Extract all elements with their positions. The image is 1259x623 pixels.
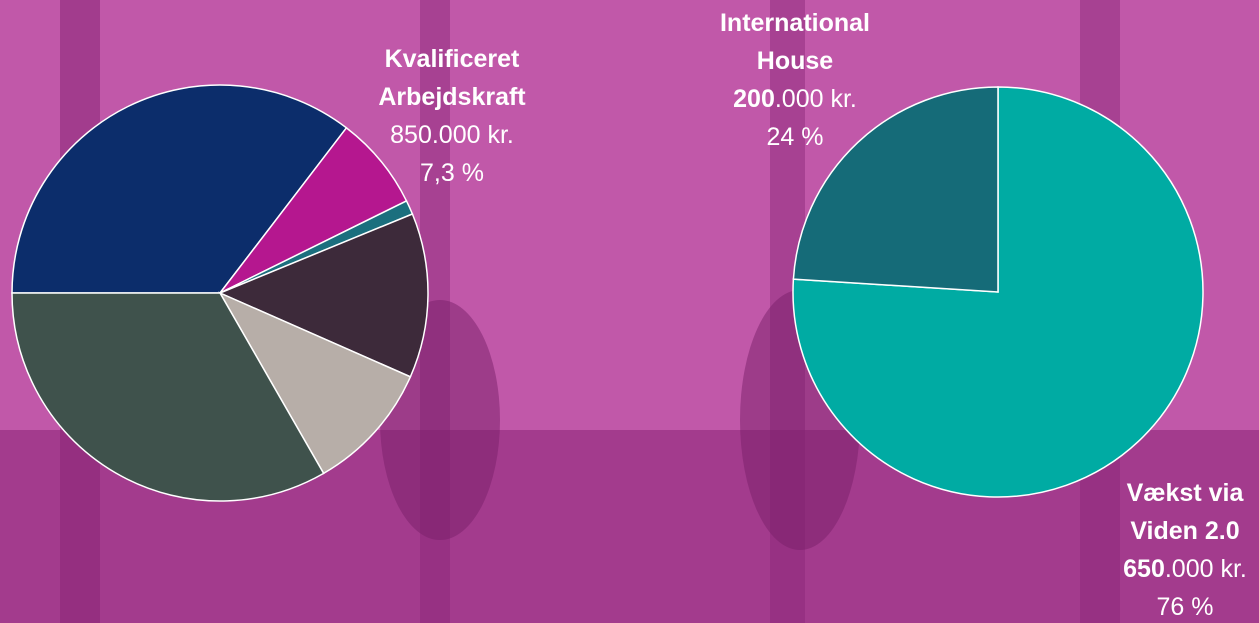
pie-slice xyxy=(218,213,429,378)
slice-label: Vækst via Viden 2.0 650.000 kr. 76 % xyxy=(1105,474,1259,623)
slice-amount: 650.000 kr. xyxy=(1123,555,1247,583)
slice-amount: 200.000 kr. xyxy=(733,85,857,113)
slice-name: International House xyxy=(719,9,870,75)
pie-slice xyxy=(218,291,412,475)
slice-label: Kvalificeret Arbejdskraft 850.000 kr. 7,3 … xyxy=(352,40,552,192)
slice-amount: 850.000 kr. xyxy=(390,121,514,149)
slice-percent: 7,3 % xyxy=(420,159,484,187)
slice-name: Vækst via Viden 2.0 xyxy=(1126,479,1244,545)
pie-slice xyxy=(11,84,348,294)
pie-slice xyxy=(792,86,999,293)
slice-percent: 76 % xyxy=(1156,593,1214,621)
slice-name: Kvalificeret Arbejdskraft xyxy=(378,45,526,111)
slice-label: International House 200.000 kr. 24 % xyxy=(695,4,895,156)
pie-slice xyxy=(792,86,1204,498)
slice-percent: 24 % xyxy=(766,123,824,151)
pie-slice xyxy=(11,292,325,502)
